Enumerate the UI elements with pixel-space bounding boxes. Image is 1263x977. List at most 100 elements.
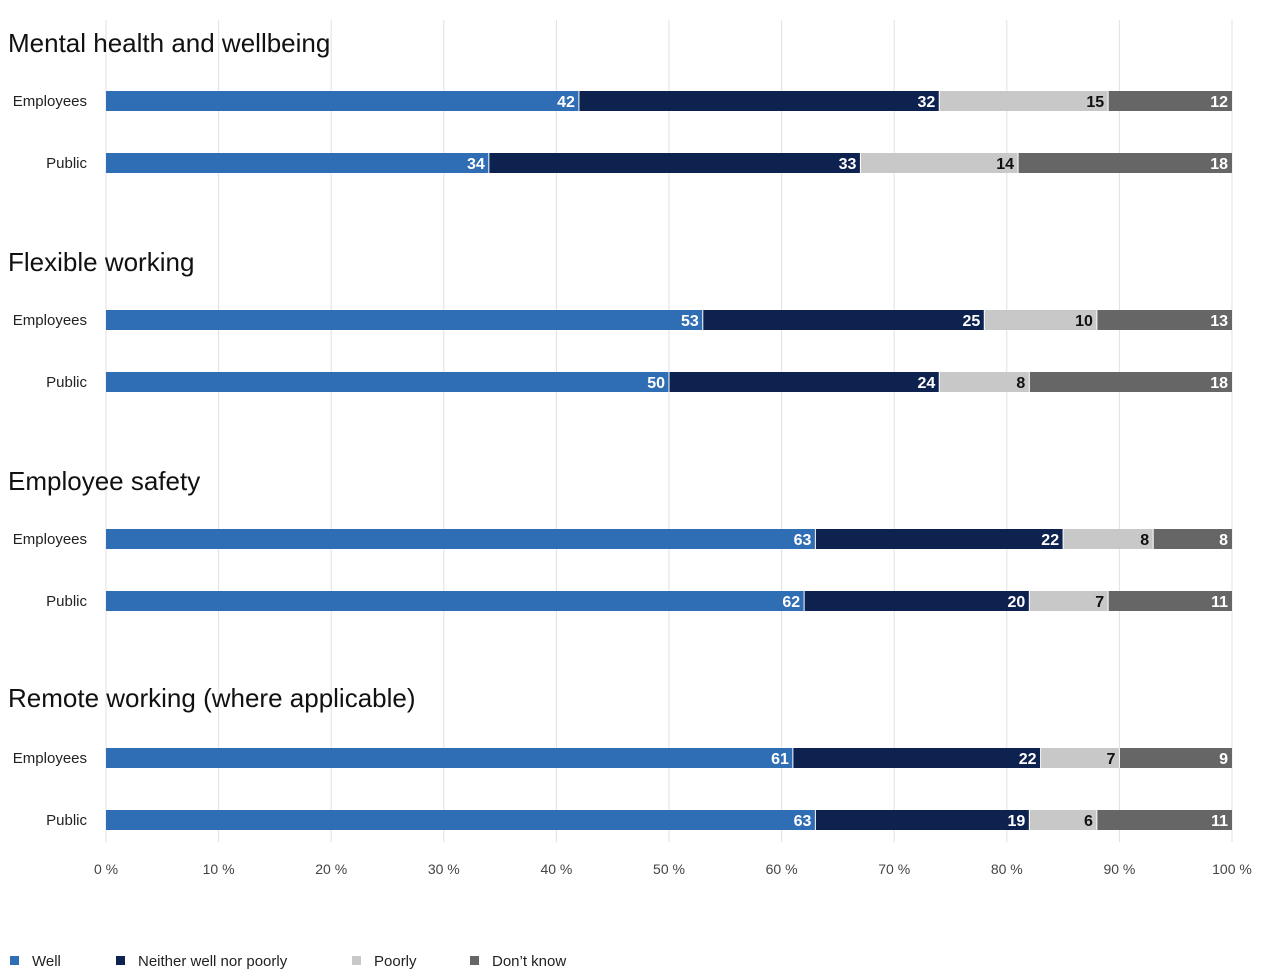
- data-label: 8: [1219, 532, 1228, 549]
- data-label: 50: [647, 375, 665, 392]
- bar-segment: [1029, 810, 1097, 830]
- bar-segment: [1119, 748, 1232, 768]
- bar-segment: [106, 310, 703, 330]
- bar-segment: [1018, 153, 1232, 173]
- bar-segment: [106, 591, 805, 611]
- bar-segment: [1096, 310, 1232, 330]
- bar-segment: [939, 372, 1030, 392]
- data-label: 22: [1041, 532, 1059, 549]
- x-tick-label: 60 %: [766, 861, 798, 877]
- bar-segment: [815, 810, 1030, 830]
- data-label: 63: [794, 532, 812, 549]
- legend-label: Well: [32, 953, 61, 970]
- bar-segment: [1063, 529, 1154, 549]
- bar-segment: [792, 748, 1041, 768]
- bar-segment: [1040, 748, 1120, 768]
- data-label: 61: [771, 751, 789, 768]
- x-tick-label: 70 %: [878, 861, 910, 877]
- row-label: Employees: [13, 531, 87, 548]
- data-label: 7: [1106, 751, 1115, 768]
- data-label: 12: [1210, 94, 1228, 111]
- data-label: 8: [1016, 375, 1025, 392]
- bar-segment: [106, 372, 669, 392]
- row-label: Public: [46, 155, 87, 172]
- row-label: Public: [46, 374, 87, 391]
- data-label: 53: [681, 313, 699, 330]
- x-tick-label: 40 %: [540, 861, 572, 877]
- data-label: 22: [1019, 751, 1037, 768]
- bar-segment: [106, 810, 816, 830]
- bar-segment: [984, 310, 1097, 330]
- x-tick-label: 0 %: [94, 861, 118, 877]
- data-label: 62: [782, 594, 800, 611]
- group-title: Employee safety: [8, 466, 200, 496]
- x-tick-label: 100 %: [1212, 861, 1252, 877]
- legend-label: Neither well nor poorly: [138, 953, 288, 970]
- data-label: 11: [1211, 594, 1228, 611]
- group-title: Remote working (where applicable): [8, 683, 416, 713]
- bar-segment: [106, 91, 579, 111]
- legend-label: Poorly: [374, 953, 417, 970]
- data-label: 7: [1095, 594, 1104, 611]
- bar-segment: [1108, 591, 1232, 611]
- bar-segment: [860, 153, 1019, 173]
- data-label: 11: [1211, 813, 1228, 830]
- bar-segment: [1153, 529, 1232, 549]
- data-label: 18: [1210, 156, 1228, 173]
- bar-segment: [488, 153, 861, 173]
- legend-swatch: [352, 956, 361, 965]
- legend-swatch: [470, 956, 479, 965]
- x-tick-label: 10 %: [203, 861, 235, 877]
- data-label: 63: [794, 813, 812, 830]
- bar-segment: [1029, 591, 1109, 611]
- data-label: 14: [996, 156, 1014, 173]
- bar-segment: [669, 372, 940, 392]
- data-label: 19: [1008, 813, 1026, 830]
- bars: [106, 91, 1232, 830]
- data-label: 10: [1075, 313, 1093, 330]
- row-label: Public: [46, 593, 87, 610]
- labels: 0 % 10 % 20 % 30 % 40 % 50 % 60 % 70 % 80 % 90 % 1…: [8, 28, 1252, 877]
- x-tick-label: 20 %: [315, 861, 347, 877]
- bar-segment: [106, 153, 489, 173]
- row-label: Employees: [13, 93, 87, 110]
- legend-label: Don’t know: [492, 953, 566, 970]
- data-label: 9: [1219, 751, 1228, 768]
- data-label: 6: [1084, 813, 1093, 830]
- data-label: 24: [917, 375, 935, 392]
- bar-segment: [939, 91, 1109, 111]
- x-tick-label: 80 %: [991, 861, 1023, 877]
- x-tick-label: 30 %: [428, 861, 460, 877]
- group-title: Flexible working: [8, 247, 194, 277]
- data-label: 32: [917, 94, 935, 111]
- data-label: 34: [467, 156, 485, 173]
- x-tick-label: 90 %: [1103, 861, 1135, 877]
- bar-segment: [815, 529, 1064, 549]
- bar-segment: [1096, 810, 1232, 830]
- bar-segment: [702, 310, 985, 330]
- gridlines: [105, 20, 1233, 842]
- data-label: 15: [1086, 94, 1104, 111]
- legend: Well Neither well nor poorly Poorly Don’t k…: [10, 953, 566, 970]
- group-title: Mental health and wellbeing: [8, 28, 330, 58]
- bar-segment: [1108, 91, 1232, 111]
- data-label: 33: [839, 156, 857, 173]
- row-label: Employees: [13, 312, 87, 329]
- bar-segment: [1029, 372, 1232, 392]
- data-label: 20: [1008, 594, 1026, 611]
- bar-segment: [106, 748, 793, 768]
- row-label: Employees: [13, 750, 87, 767]
- bar-segment: [578, 91, 940, 111]
- legend-swatch: [10, 956, 19, 965]
- data-label: 42: [557, 94, 575, 111]
- row-label: Public: [46, 812, 87, 829]
- data-label: 25: [962, 313, 980, 330]
- data-label: 8: [1140, 532, 1149, 549]
- legend-swatch: [116, 956, 125, 965]
- x-tick-label: 50 %: [653, 861, 685, 877]
- data-label: 18: [1210, 375, 1228, 392]
- bar-segment: [106, 529, 816, 549]
- data-label: 13: [1210, 313, 1228, 330]
